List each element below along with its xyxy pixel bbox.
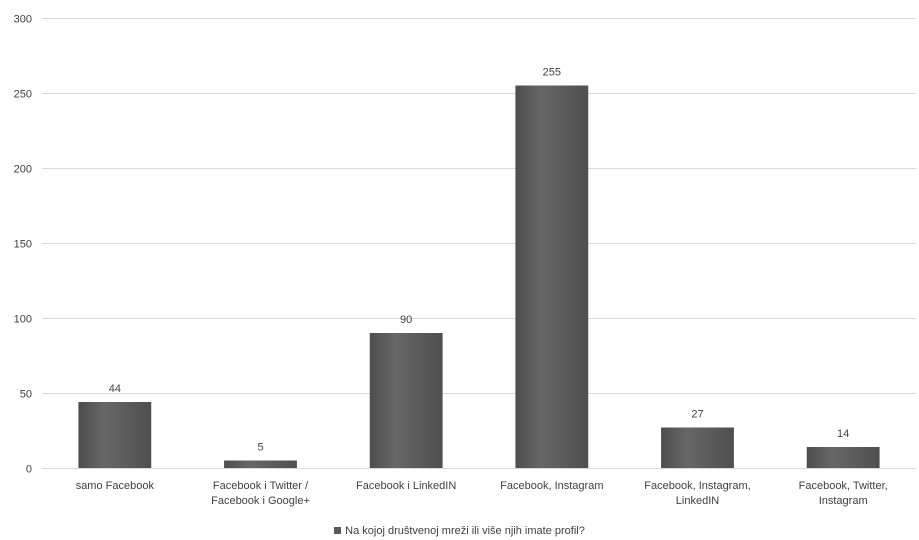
- x-tick-label: Facebook i LinkedIN: [356, 480, 456, 492]
- y-tick-label: 100: [14, 314, 32, 326]
- x-tick-label: Facebook, Instagram: [500, 480, 603, 492]
- data-label: 90: [400, 314, 412, 326]
- x-tick-label: Facebook i Twitter / Facebook i Google+: [211, 480, 310, 507]
- x-tick-label: Facebook, Twitter, Instagram: [799, 480, 888, 507]
- y-tick-label: 300: [14, 14, 32, 26]
- legend: Na kojoj društvenoj mreži ili više njih …: [0, 524, 919, 538]
- x-tick-label: Facebook, Instagram, LinkedIN: [644, 480, 750, 507]
- gridlines: [42, 18, 916, 469]
- data-label: 27: [691, 409, 703, 421]
- y-tick-label: 250: [14, 89, 32, 101]
- bar: [806, 447, 880, 468]
- data-labels: 44 5 90 255 27 14: [109, 67, 850, 454]
- y-axis-ticks: 0 50 100 150 200 250 300: [14, 14, 32, 476]
- y-tick-label: 200: [14, 164, 32, 176]
- bar: [369, 333, 443, 468]
- bars: [78, 85, 880, 468]
- legend-swatch: [334, 527, 342, 534]
- y-tick-label: 150: [14, 239, 32, 251]
- x-tick-label: samo Facebook: [76, 480, 155, 492]
- bar: [515, 85, 589, 468]
- bar: [661, 427, 734, 468]
- data-label: 14: [837, 428, 849, 440]
- bar: [224, 460, 297, 468]
- y-tick-label: 0: [26, 464, 32, 476]
- data-label: 255: [543, 67, 561, 79]
- legend-label: Na kojoj društvenoj mreži ili više njih …: [345, 525, 585, 537]
- data-label: 44: [109, 383, 121, 395]
- x-axis-ticks: samo Facebook Facebook i Twitter / Faceboo…: [76, 480, 888, 507]
- bar: [78, 402, 152, 468]
- data-label: 5: [257, 442, 263, 454]
- y-tick-label: 50: [20, 389, 32, 401]
- bar-chart: 0 50 100 150 200 250 300 44 5 90 255 27 14 samo Fac…: [14, 14, 916, 507]
